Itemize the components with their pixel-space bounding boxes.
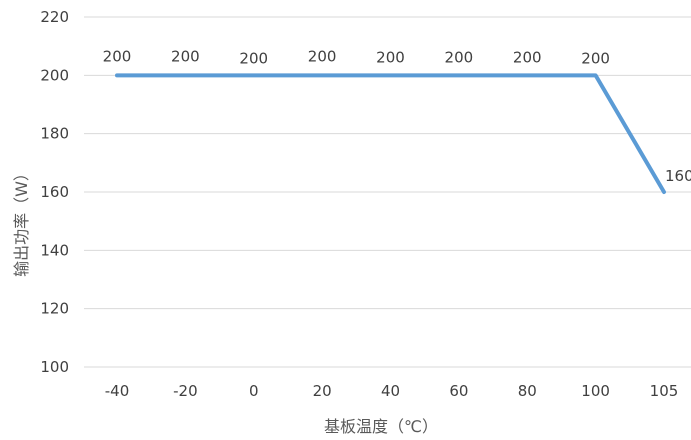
x-axis-ticks: -40 -20 0 20 40 60 80 100 105	[105, 382, 679, 400]
y-axis-label: 输出功率（W）	[12, 165, 31, 277]
data-label: 200	[308, 47, 337, 65]
data-label: 200	[445, 48, 474, 66]
series-line	[115, 73, 666, 194]
series	[115, 73, 666, 194]
x-tick-label: 40	[381, 382, 400, 400]
data-label: 200	[103, 47, 132, 65]
x-tick-label: 105	[650, 382, 679, 400]
x-tick-label: 20	[313, 382, 332, 400]
x-tick-label: 100	[581, 382, 610, 400]
x-axis-label: 基板温度（℃）	[324, 417, 438, 436]
data-label: 200	[513, 48, 542, 66]
y-tick-label: 200	[40, 66, 69, 84]
y-tick-label: 180	[40, 125, 69, 143]
y-tick-label: 120	[40, 300, 69, 318]
data-labels: 200 200 200 200 200 200 200 200 160	[103, 47, 691, 185]
x-tick-label: -20	[173, 382, 198, 400]
data-label: 200	[171, 47, 200, 65]
y-axis-ticks: 100 120 140 160 180 200 220	[40, 8, 69, 376]
x-tick-label: -40	[105, 382, 130, 400]
data-label: 200	[239, 49, 268, 67]
y-tick-label: 140	[40, 241, 69, 259]
gridlines	[84, 16, 691, 368]
x-tick-label: 80	[518, 382, 537, 400]
y-tick-label: 220	[40, 8, 69, 26]
x-tick-label: 0	[249, 382, 259, 400]
x-tick-label: 60	[449, 382, 468, 400]
data-label: 200	[376, 48, 405, 66]
data-label: 200	[581, 49, 610, 67]
y-tick-label: 160	[40, 183, 69, 201]
data-label: 160	[665, 167, 691, 185]
y-tick-label: 100	[40, 358, 69, 376]
